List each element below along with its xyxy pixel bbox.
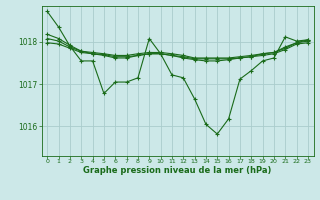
X-axis label: Graphe pression niveau de la mer (hPa): Graphe pression niveau de la mer (hPa) (84, 166, 272, 175)
